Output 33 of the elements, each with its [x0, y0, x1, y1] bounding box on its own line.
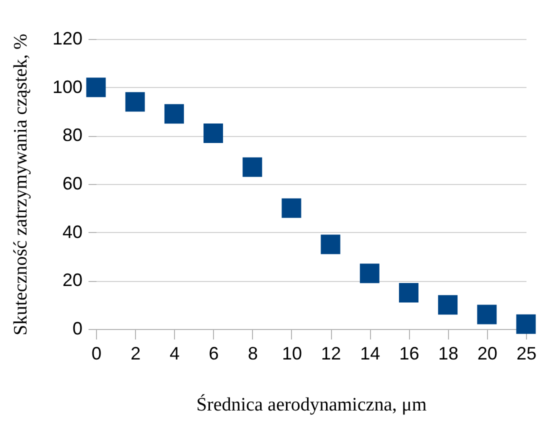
x-tick-label: 12 [321, 344, 342, 364]
x-axis-title: Średnica aerodynamiczna, μm [196, 394, 427, 416]
x-tick-label: 25 [516, 344, 537, 364]
x-tick-label: 0 [91, 344, 102, 364]
point [438, 295, 458, 315]
point [516, 314, 536, 334]
y-tick-label: 40 [62, 222, 82, 242]
x-tick-label: 8 [248, 344, 258, 364]
x-tick-label: 16 [399, 344, 420, 364]
point [164, 104, 184, 124]
point [86, 78, 106, 98]
point [477, 304, 497, 324]
y-tick-label: 80 [62, 125, 82, 146]
x-tick-label: 2 [130, 344, 141, 364]
point [360, 264, 380, 284]
point [282, 198, 302, 218]
y-tick-label: 0 [72, 318, 82, 338]
point [204, 124, 224, 143]
point [242, 157, 262, 177]
x-tick-label: 4 [170, 344, 180, 364]
y-tick-label: 20 [62, 270, 82, 290]
x-tick-label: 14 [360, 344, 380, 364]
point [125, 92, 145, 112]
x-tick-label: 10 [282, 344, 302, 364]
point [398, 283, 418, 302]
x-tick-label: 18 [438, 344, 458, 364]
y-tick-label: 100 [52, 76, 82, 97]
point [320, 234, 340, 254]
x-tick-label: 20 [477, 344, 498, 364]
y-axis-title: Skuteczność zatrzymywania cząstek, % [10, 33, 32, 336]
y-tick-label: 120 [52, 28, 82, 48]
y-tick-label: 60 [62, 174, 82, 194]
x-tick-label: 6 [208, 344, 219, 364]
